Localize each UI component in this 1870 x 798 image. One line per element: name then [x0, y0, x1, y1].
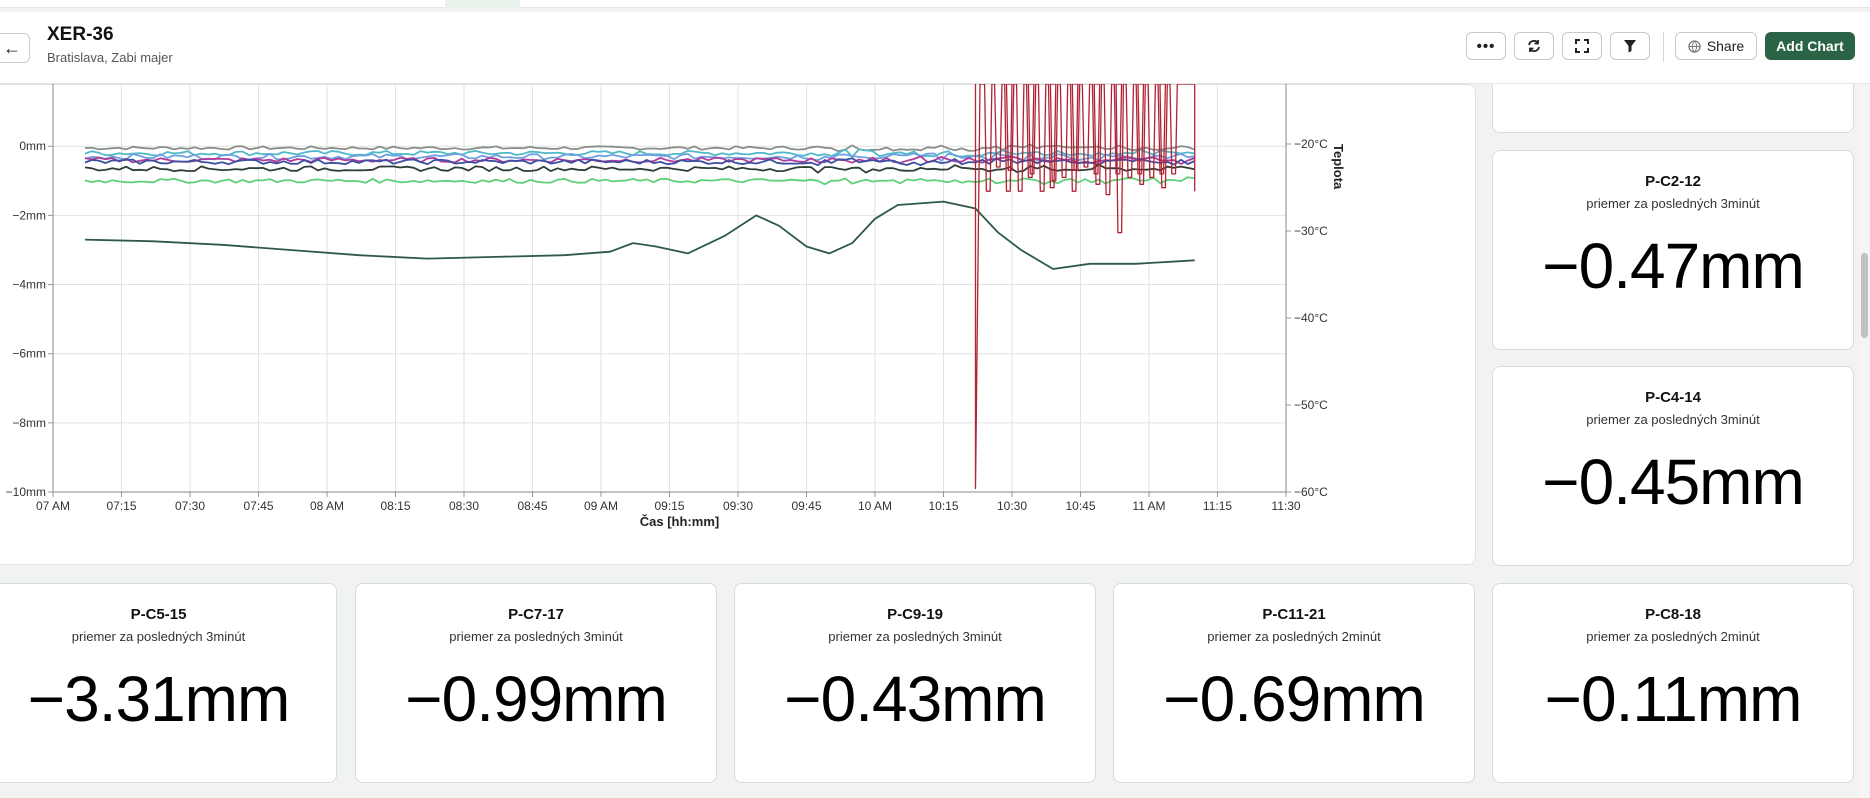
y-right-tick-label: −60°C	[1294, 485, 1328, 499]
series-line	[974, 84, 1196, 490]
stat-value: −0.99mm	[405, 663, 668, 735]
x-tick-label: 10:30	[997, 499, 1027, 513]
stat-name: P-C8-18	[1645, 606, 1701, 623]
line-chart: 07 AM 07:15 07:30 07:45 08 AM 08:15 08:30 08:45…	[6, 84, 1346, 529]
x-tick-label: 08:15	[380, 499, 410, 513]
stat-subtitle: priemer za posledných 3minút	[449, 629, 623, 644]
stat-name: P-C4-14	[1645, 389, 1701, 406]
series-line	[84, 176, 1195, 186]
x-tick-label: 07 AM	[36, 499, 70, 513]
y-right-tick-label: −20°C	[1294, 137, 1328, 151]
page-title: XER-36	[47, 24, 114, 45]
x-tick-label: 08:45	[517, 499, 547, 513]
stat-subtitle: priemer za posledných 3minút	[1586, 412, 1760, 427]
scrollbar-thumb[interactable]	[1861, 253, 1868, 338]
page-scrollbar[interactable]	[1859, 84, 1870, 798]
add-chart-button[interactable]: Add Chart	[1765, 32, 1855, 60]
page-subtitle: Bratislava, Zabi majer	[47, 50, 173, 65]
x-tick-label: 10:45	[1065, 499, 1095, 513]
stat-name: P-C5-15	[130, 606, 187, 623]
share-label: Share	[1706, 38, 1745, 54]
series-line	[84, 152, 1195, 162]
x-tick-label: 07:45	[243, 499, 273, 513]
x-tick-label: 11:30	[1271, 499, 1300, 513]
top-strip	[0, 0, 1870, 8]
x-tick-label: 07:15	[106, 499, 136, 513]
series-line	[84, 157, 1196, 167]
x-tick-label: 10 AM	[858, 499, 892, 513]
arrow-left-icon: ←	[3, 37, 21, 58]
fullscreen-button[interactable]	[1562, 32, 1602, 60]
y-tick-label: −2mm	[12, 208, 46, 222]
more-button[interactable]: •••	[1466, 32, 1506, 60]
y-tick-label: −10mm	[6, 485, 46, 499]
x-tick-label: 09:15	[654, 499, 684, 513]
globe-icon	[1688, 39, 1701, 53]
stat-name: P-C7-17	[508, 606, 564, 623]
stat-card: P-C9-19 priemer za posledných 3minút −0.…	[734, 583, 1096, 783]
stat-card: P-C7-17 priemer za posledných 3minút −0.…	[355, 583, 717, 783]
stat-card-partial	[1492, 84, 1854, 133]
y-right-axis-label: Teplota	[1331, 144, 1346, 190]
x-tick-label: 11 AM	[1132, 499, 1165, 513]
stat-card: P-C8-18 priemer za posledných 2minút −0.…	[1492, 583, 1854, 783]
series-line	[84, 163, 1195, 174]
back-button[interactable]: ←	[0, 33, 30, 63]
filter-icon	[1624, 40, 1636, 53]
series-line	[84, 200, 1195, 270]
stat-name: P-C9-19	[887, 606, 943, 623]
stat-card: P-C2-12 priemer za posledných 3minút −0.…	[1492, 150, 1854, 350]
refresh-icon	[1528, 40, 1540, 52]
x-tick-label: 09:30	[723, 499, 753, 513]
stat-value: −0.69mm	[1163, 663, 1426, 735]
x-tick-label: 07:30	[175, 499, 205, 513]
stat-card: P-C5-15 priemer za posledných 3minút −3.…	[0, 583, 337, 783]
active-tab-marker	[445, 0, 520, 8]
filter-button[interactable]	[1610, 32, 1650, 60]
y-tick-label: −6mm	[12, 347, 46, 361]
series-line	[84, 155, 1196, 165]
stat-value: −0.11mm	[1544, 663, 1803, 735]
x-axis-label: Čas [hh:mm]	[640, 514, 719, 529]
stat-name: P-C11-21	[1262, 606, 1326, 623]
dashboard-header: ← XER-36 Bratislava, Zabi majer ••• Shar…	[0, 12, 1870, 84]
fullscreen-icon	[1575, 39, 1589, 53]
y-tick-label: 0mm	[19, 139, 46, 153]
x-tick-label: 09 AM	[584, 499, 618, 513]
x-tick-label: 08 AM	[310, 499, 344, 513]
y-tick-label: −8mm	[12, 416, 46, 430]
stat-card: P-C4-14 priemer za posledných 3minút −0.…	[1492, 366, 1854, 566]
stat-subtitle: priemer za posledných 3minút	[71, 629, 246, 644]
ellipsis-icon: •••	[1476, 37, 1496, 55]
stat-subtitle: priemer za posledných 2minút	[1586, 629, 1760, 644]
x-tick-label: 10:15	[928, 499, 958, 513]
stat-subtitle: priemer za posledných 3minút	[1586, 196, 1760, 211]
stat-subtitle: priemer za posledných 2minút	[1207, 629, 1381, 644]
toolbar-divider	[1663, 32, 1664, 62]
stat-value: −0.45mm	[1542, 446, 1805, 518]
x-tick-label: 08:30	[449, 499, 479, 513]
share-button[interactable]: Share	[1675, 32, 1757, 60]
series-line	[84, 143, 1196, 153]
stat-value: −0.43mm	[784, 663, 1047, 735]
y-right-tick-label: −50°C	[1294, 398, 1328, 412]
x-tick-label: 09:45	[791, 499, 821, 513]
stat-value: −3.31mm	[27, 663, 291, 735]
x-tick-label: 11:15	[1203, 499, 1232, 513]
y-right-tick-label: −30°C	[1294, 224, 1328, 238]
stat-card: P-C11-21 priemer za posledných 2minút −0…	[1113, 583, 1475, 783]
y-right-tick-label: −40°C	[1294, 311, 1328, 325]
y-tick-label: −4mm	[12, 278, 46, 292]
stat-name: P-C2-12	[1645, 173, 1701, 190]
stat-subtitle: priemer za posledných 3minút	[828, 629, 1002, 644]
stat-value: −0.47mm	[1542, 230, 1805, 302]
refresh-button[interactable]	[1514, 32, 1554, 60]
